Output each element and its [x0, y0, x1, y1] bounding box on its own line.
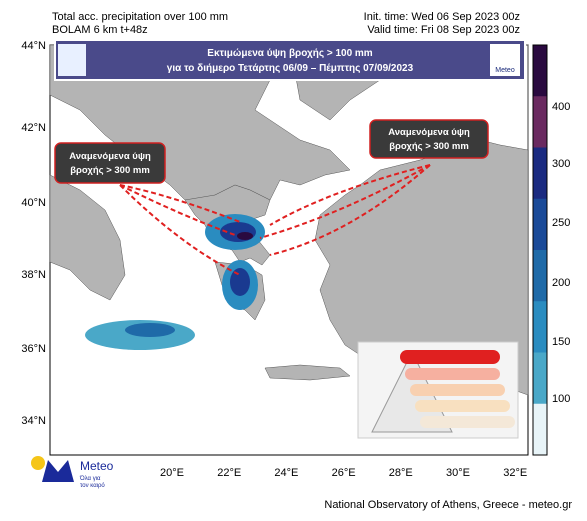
- callout-text: βροχής > 300 mm: [70, 165, 150, 176]
- colorbar-label: 300: [552, 158, 570, 170]
- map: [49, 44, 529, 456]
- lat-label: 34°N: [21, 415, 46, 427]
- land-crete: [264, 364, 351, 381]
- lon-label: 24°E: [274, 467, 298, 479]
- precipitation: [85, 214, 265, 350]
- colorbar-band: [533, 96, 547, 148]
- header-right: Valid time: Fri 08 Sep 2023 00z: [367, 24, 520, 36]
- land-italy: [49, 174, 126, 301]
- colorbar-label: 250: [552, 217, 570, 229]
- lat-label: 44°N: [21, 40, 46, 52]
- banner-logo-box: [490, 44, 520, 76]
- colorbar-band: [533, 198, 547, 251]
- header-left: Total acc. precipitation over 100 mm: [52, 11, 228, 23]
- lat-label: 36°N: [21, 343, 46, 355]
- arrows: [119, 164, 431, 276]
- lon-label: 22°E: [217, 467, 241, 479]
- colorbar-label: 100: [552, 393, 570, 405]
- banner-logo: Meteo: [495, 67, 515, 74]
- callout-text: Αναμενόμενα ύψη: [388, 127, 470, 138]
- lat-label: 38°N: [21, 269, 46, 281]
- lon-label: 28°E: [389, 467, 413, 479]
- logo-slogan: Όλα για: [79, 476, 101, 482]
- callout-text: βροχής > 300 mm: [389, 141, 469, 152]
- logo-slogan: τον καιρό: [80, 482, 105, 489]
- colorbar-band: [533, 45, 547, 97]
- colorbar-label: 400: [552, 101, 570, 113]
- lat-label: 42°N: [21, 122, 46, 134]
- callout-text: Αναμενόμενα ύψη: [69, 151, 151, 162]
- colorbar-label: 200: [552, 277, 570, 289]
- callout: [369, 119, 489, 159]
- lon-label: 20°E: [160, 467, 184, 479]
- lat-label: 40°N: [21, 197, 46, 209]
- colorbar-band: [533, 352, 547, 405]
- footer: National Observatory of Athens, Greece -…: [324, 499, 572, 511]
- colorbar-band: [533, 301, 547, 353]
- lon-label: 32°E: [503, 467, 527, 479]
- logo: Meteo Όλα για τον καιρό: [31, 456, 114, 489]
- colorbar-band: [533, 147, 547, 200]
- colorbar-band: [533, 250, 547, 302]
- logo-name: Meteo: [80, 459, 114, 473]
- colorbar: 400 300 250 200 150 100: [532, 44, 570, 456]
- banner-box: [54, 39, 526, 81]
- callout: [54, 142, 166, 184]
- header-right: Init. time: Wed 06 Sep 2023 00z: [364, 11, 520, 23]
- colorbar-band: [533, 403, 547, 456]
- colorbar-frame: [532, 44, 548, 456]
- header-left: BOLAM 6 km t+48z: [52, 24, 148, 36]
- lon-label: 26°E: [332, 467, 356, 479]
- warning-inset: [357, 341, 519, 439]
- banner-text: για το διήμερο Τετάρτης 06/09 – Πέμπτης …: [167, 63, 414, 74]
- lon-label: 30°E: [446, 467, 470, 479]
- banner-text: Εκτιμώμενα ύψη βροχής > 100 mm: [207, 48, 372, 59]
- weather-icon: [58, 44, 86, 76]
- banner: Meteo Εκτιμώμενα ύψη βροχής > 100 mm για…: [54, 39, 526, 81]
- colorbar-label: 150: [552, 336, 570, 348]
